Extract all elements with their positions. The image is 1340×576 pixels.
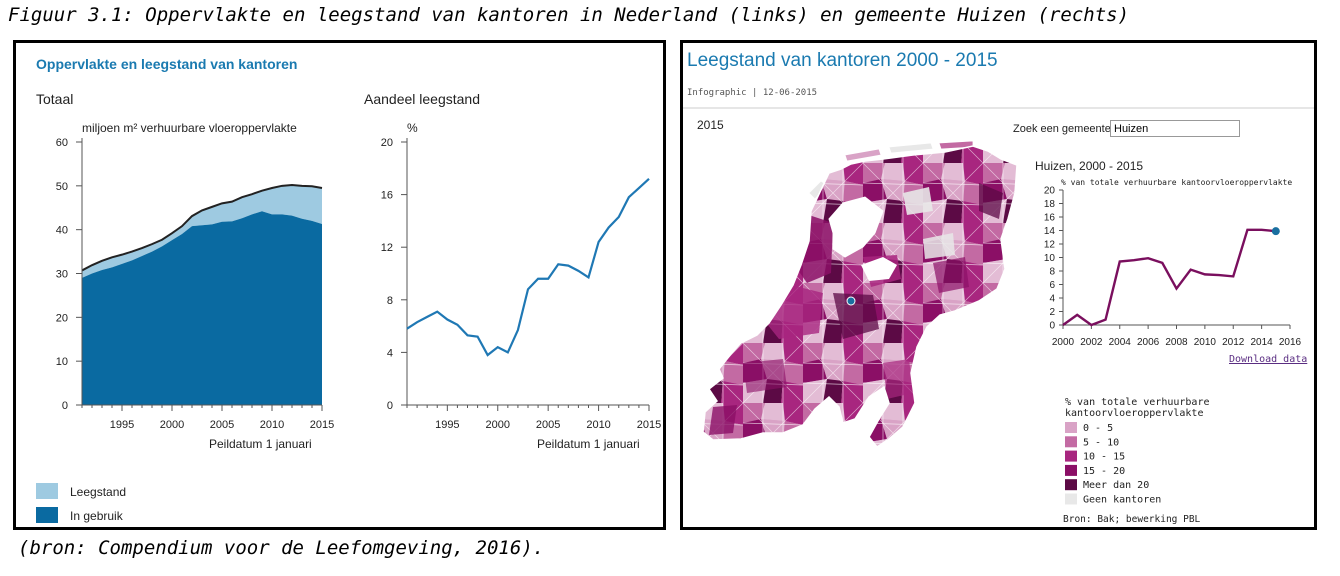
area-chart: 0 10 20 30 40 50 60 1995 2000 2005 2010 2015 bbox=[56, 137, 334, 431]
huizen-xtick-label: 2000 bbox=[1052, 337, 1075, 348]
share-ytick-label: 12 bbox=[381, 242, 393, 254]
share-ytick-label: 8 bbox=[387, 295, 393, 307]
infographic-meta: Infographic | 12-06-2015 bbox=[687, 88, 817, 98]
huizen-chart-title: Huizen, 2000 - 2015 bbox=[1035, 159, 1143, 173]
huizen-ytick-label: 6 bbox=[1049, 280, 1055, 291]
totaal-subtitle: Totaal bbox=[36, 91, 73, 107]
download-data-link[interactable]: Download data bbox=[1229, 354, 1308, 365]
share-xtick-label: 2015 bbox=[637, 419, 661, 431]
huizen-xtick-label: 2008 bbox=[1165, 337, 1188, 348]
right-panel: Leegstand van kantoren 2000 - 2015 Infog… bbox=[680, 40, 1317, 530]
huizen-xtick-label: 2004 bbox=[1109, 337, 1132, 348]
totaal-unit: miljoen m² verhuurbare vloeroppervlakte bbox=[82, 121, 297, 135]
huizen-ytick-label: 14 bbox=[1044, 226, 1056, 237]
area-xtick-label: 2000 bbox=[160, 419, 184, 431]
huizen-xtick-label: 2010 bbox=[1194, 337, 1217, 348]
huizen-chart: 0 2 4 6 8 10 12 14 16 18 20 2000 2002 2004 2006 2008 201… bbox=[1044, 186, 1302, 349]
map-legend-label: Meer dan 20 bbox=[1083, 480, 1149, 491]
map-legend-label: 5 - 10 bbox=[1083, 437, 1119, 448]
legend-swatch-leegstand bbox=[36, 483, 58, 499]
map-year: 2015 bbox=[697, 118, 724, 132]
huizen-ytick-label: 10 bbox=[1044, 253, 1056, 264]
area-xtick-label: 2005 bbox=[210, 419, 234, 431]
municipality-search-input[interactable] bbox=[1110, 120, 1240, 137]
map-legend-title-2: kantoorvloeroppervlakte bbox=[1065, 408, 1203, 419]
map-legend-label: 15 - 20 bbox=[1083, 466, 1125, 477]
area-ytick-label: 60 bbox=[56, 137, 68, 149]
huizen-xtick-label: 2016 bbox=[1279, 337, 1302, 348]
map-legend-swatch bbox=[1065, 493, 1077, 505]
infographic-title: Leegstand van kantoren 2000 - 2015 bbox=[687, 50, 998, 71]
left-panel: Oppervlakte en leegstand van kantoren To… bbox=[13, 40, 666, 530]
map-legend: 0 - 5 5 - 10 10 - 15 15 - 20 Meer dan 20 Geen… bbox=[1065, 422, 1161, 506]
map-legend-title-1: % van totale verhuurbare bbox=[1065, 397, 1210, 408]
huizen-ytick-label: 2 bbox=[1049, 307, 1055, 318]
area-total-line bbox=[81, 183, 323, 272]
huizen-xtick-label: 2014 bbox=[1251, 337, 1274, 348]
huizen-xtick-label: 2006 bbox=[1137, 337, 1160, 348]
huizen-chart-unit: % van totale verhuurbare kantoorvloeropp… bbox=[1061, 178, 1292, 187]
left-charts: Oppervlakte en leegstand van kantoren To… bbox=[36, 56, 661, 523]
aandeel-subtitle: Aandeel leegstand bbox=[364, 91, 480, 107]
map-credit: Bron: Bak; bewerking PBL bbox=[1063, 514, 1201, 525]
map-legend-label: 0 - 5 bbox=[1083, 423, 1113, 434]
area-ytick-label: 20 bbox=[56, 312, 68, 324]
huizen-ytick-label: 4 bbox=[1049, 294, 1055, 305]
map-legend-swatch bbox=[1065, 422, 1077, 433]
share-ytick-label: 0 bbox=[387, 400, 393, 412]
huizen-ytick-label: 16 bbox=[1044, 213, 1056, 224]
huizen-series-line bbox=[1062, 228, 1276, 327]
map-legend-swatch bbox=[1065, 450, 1077, 462]
area-series-in-gebruik bbox=[82, 211, 322, 405]
huizen-ytick-label: 8 bbox=[1049, 267, 1055, 278]
map-legend-label: Geen kantoren bbox=[1083, 495, 1161, 506]
ijsselmeer bbox=[828, 196, 884, 258]
huizen-xtick-label: 2012 bbox=[1222, 337, 1245, 348]
huizen-xtick-label: 2002 bbox=[1080, 337, 1103, 348]
share-chart: 0 4 8 12 16 20 1995 2000 2005 2010 2015 bbox=[381, 137, 661, 431]
figure-source: (bron: Compendium voor de Leefomgeving, … bbox=[18, 537, 545, 559]
huizen-ytick-label: 18 bbox=[1044, 199, 1056, 210]
area-ytick-label: 50 bbox=[56, 181, 68, 193]
area-ytick-label: 0 bbox=[62, 400, 68, 412]
huizen-ytick-label: 0 bbox=[1049, 321, 1055, 332]
huizen-last-point bbox=[1271, 227, 1280, 236]
area-xtick-label: 2010 bbox=[260, 419, 284, 431]
netherlands-map[interactable] bbox=[698, 140, 1028, 453]
share-xtick-label: 2000 bbox=[486, 419, 510, 431]
legend-swatch-in-gebruik bbox=[36, 507, 58, 523]
huizen-ytick-label: 20 bbox=[1044, 186, 1056, 197]
map-legend-swatch bbox=[1065, 479, 1077, 491]
share-xtick-label: 2010 bbox=[586, 419, 610, 431]
share-ytick-label: 20 bbox=[381, 137, 393, 149]
area-xtick-label: 1995 bbox=[110, 419, 134, 431]
figure-caption: Figuur 3.1: Oppervlakte en leegstand van… bbox=[8, 4, 1130, 26]
area-ytick-label: 40 bbox=[56, 225, 68, 237]
aandeel-unit: % bbox=[407, 121, 418, 135]
map-legend-swatch bbox=[1065, 464, 1077, 476]
right-infographic: Leegstand van kantoren 2000 - 2015 Infog… bbox=[683, 50, 1314, 525]
area-ytick-label: 30 bbox=[56, 269, 68, 281]
map-legend-label: 10 - 15 bbox=[1083, 452, 1125, 463]
huizen-map-marker[interactable] bbox=[846, 296, 856, 306]
area-xlabel: Peildatum 1 januari bbox=[209, 437, 312, 451]
share-xlabel: Peildatum 1 januari bbox=[537, 437, 640, 451]
legend-label-leegstand: Leegstand bbox=[70, 485, 126, 499]
share-ytick-label: 16 bbox=[381, 190, 393, 202]
share-xtick-label: 2005 bbox=[536, 419, 560, 431]
map-legend-swatch bbox=[1065, 436, 1077, 448]
share-series-line bbox=[406, 178, 650, 357]
share-ytick-label: 4 bbox=[387, 347, 393, 359]
huizen-ytick-label: 12 bbox=[1044, 240, 1056, 251]
area-ytick-label: 10 bbox=[56, 356, 68, 368]
share-xtick-label: 1995 bbox=[435, 419, 459, 431]
legend-label-in-gebruik: In gebruik bbox=[70, 509, 124, 523]
area-series-leegstand bbox=[82, 184, 322, 278]
area-xtick-label: 2015 bbox=[310, 419, 334, 431]
left-title: Oppervlakte en leegstand van kantoren bbox=[36, 56, 297, 72]
search-label: Zoek een gemeente: bbox=[1013, 123, 1114, 135]
